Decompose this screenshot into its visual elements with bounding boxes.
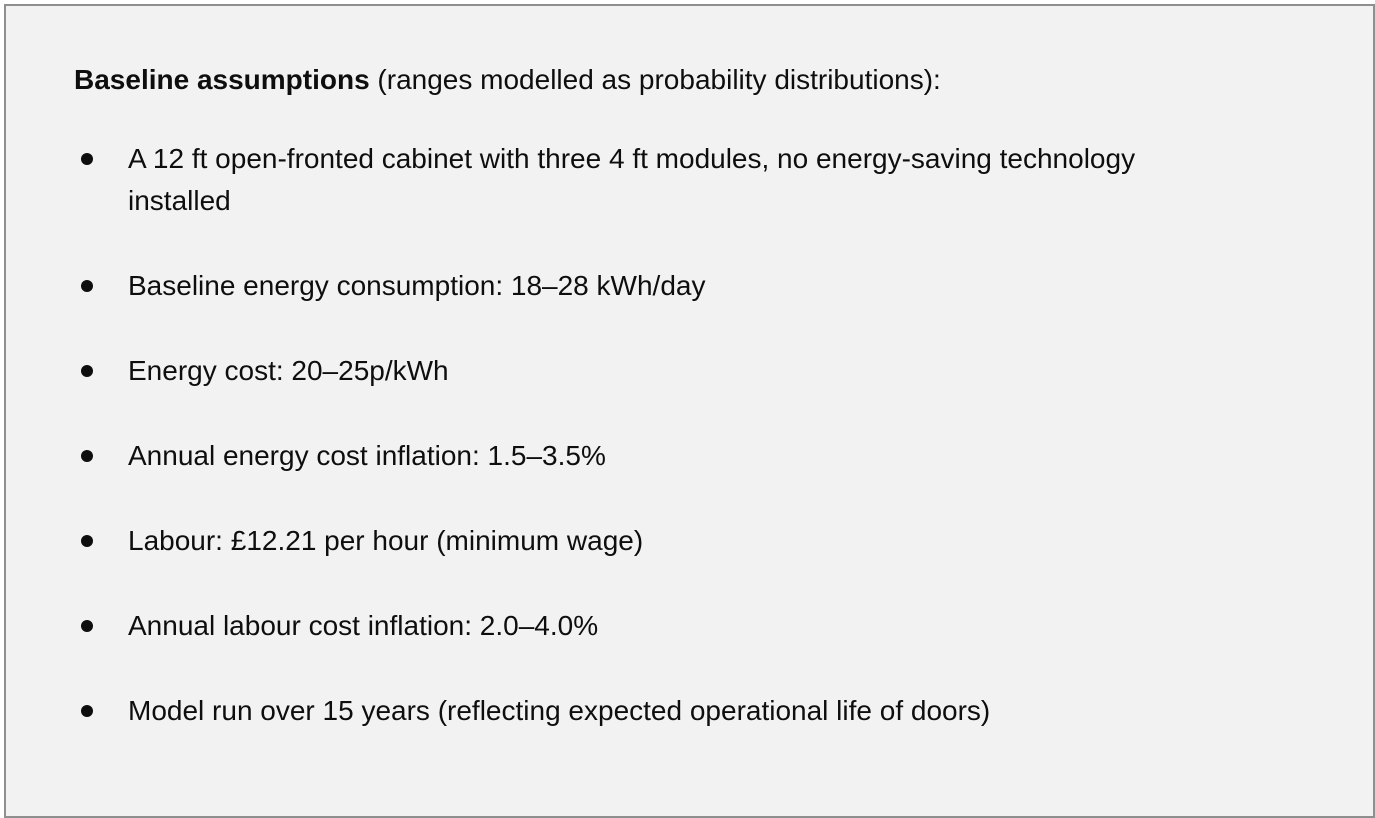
bullet-icon [81,620,93,632]
list-item: Model run over 15 years (reflecting expe… [74,690,1293,732]
list-item: Energy cost: 20–25p/kWh [74,350,1293,392]
heading-rest-text: (ranges modelled as probability distribu… [369,64,941,95]
list-item-text: Annual labour cost inflation: 2.0–4.0% [128,610,599,641]
list-item-text: Annual energy cost inflation: 1.5–3.5% [128,440,606,471]
bullet-icon [81,153,93,165]
list-item: Annual energy cost inflation: 1.5–3.5% [74,435,1293,477]
bullet-icon [81,450,93,462]
list-item: Labour: £12.21 per hour (minimum wage) [74,520,1293,562]
assumptions-list: A 12 ft open-fronted cabinet with three … [74,138,1293,732]
heading-bold-text: Baseline assumptions [74,64,370,95]
list-item: A 12 ft open-fronted cabinet with three … [74,138,1293,222]
bullet-icon [81,535,93,547]
list-item-text: Energy cost: 20–25p/kWh [128,355,449,386]
bullet-icon [81,365,93,377]
bullet-icon [81,705,93,717]
bullet-icon [81,280,93,292]
list-item: Annual labour cost inflation: 2.0–4.0% [74,605,1293,647]
list-item: Baseline energy consumption: 18–28 kWh/d… [74,265,1293,307]
list-item-text: Labour: £12.21 per hour (minimum wage) [128,525,644,556]
panel-heading: Baseline assumptions (ranges modelled as… [74,59,1293,101]
assumptions-panel: Baseline assumptions (ranges modelled as… [4,4,1375,818]
list-item-text: A 12 ft open-fronted cabinet with three … [128,143,1136,216]
list-item-text: Model run over 15 years (reflecting expe… [128,695,991,726]
list-item-text: Baseline energy consumption: 18–28 kWh/d… [128,270,706,301]
